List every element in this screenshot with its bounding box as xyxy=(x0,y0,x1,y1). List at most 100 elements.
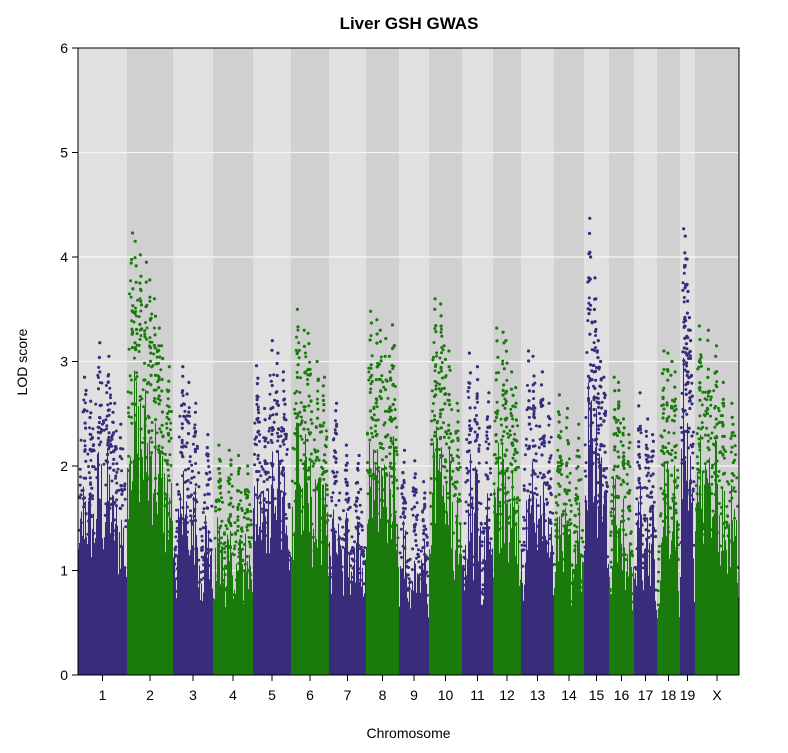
peak-point xyxy=(88,492,92,496)
snp-point xyxy=(466,478,470,482)
peak-point xyxy=(276,427,281,431)
peak-point xyxy=(661,491,665,496)
peak-point xyxy=(651,485,655,489)
peak-point xyxy=(422,524,426,528)
y-tick-label: 0 xyxy=(60,667,68,683)
peak-point xyxy=(565,475,569,479)
snp-point xyxy=(447,436,451,440)
snp-point xyxy=(702,524,706,528)
peak-point xyxy=(254,435,258,439)
snp-point xyxy=(324,504,328,508)
peak-point xyxy=(143,378,147,382)
peak-point xyxy=(263,445,267,449)
peak-point xyxy=(229,522,233,526)
plot-frame xyxy=(77,47,740,676)
snp-point xyxy=(481,604,485,608)
snp-point xyxy=(475,507,479,511)
peak-point xyxy=(504,399,508,403)
snp-point xyxy=(167,405,171,409)
snp-point xyxy=(437,387,441,391)
peak-point xyxy=(166,431,170,436)
snp-point xyxy=(525,509,529,513)
snp-point xyxy=(639,495,643,499)
snp-point xyxy=(654,588,658,592)
peak-point xyxy=(510,414,514,418)
peak-point xyxy=(157,444,161,448)
snp-point xyxy=(295,416,299,420)
snp-point xyxy=(177,435,181,439)
peak-point xyxy=(143,335,147,339)
snp-point xyxy=(278,481,282,485)
snp-point xyxy=(548,537,552,541)
snp-point xyxy=(321,523,325,527)
snp-point xyxy=(137,315,141,319)
snp-point xyxy=(272,420,276,424)
snp-point xyxy=(252,524,256,527)
peak-point xyxy=(662,367,666,372)
peak-point xyxy=(627,491,631,495)
peak-point xyxy=(577,478,581,482)
snp-point xyxy=(266,488,269,492)
peak-point xyxy=(153,373,158,377)
snp-point xyxy=(129,279,133,283)
snp-point xyxy=(97,436,100,440)
snp-point xyxy=(526,383,529,387)
peak-point xyxy=(532,415,536,419)
snp-cloud xyxy=(428,426,463,675)
peak-point xyxy=(697,386,702,390)
snp-point xyxy=(318,501,321,505)
peak-point xyxy=(344,443,348,447)
snp-point xyxy=(711,463,715,467)
snp-point xyxy=(457,544,461,548)
peak-point xyxy=(113,529,117,533)
peak-point xyxy=(391,402,395,407)
peak-point xyxy=(566,488,570,492)
peak-point xyxy=(475,433,480,437)
snp-point xyxy=(115,470,119,474)
peak-point xyxy=(111,410,115,414)
snp-point xyxy=(469,460,473,464)
peak-point xyxy=(588,277,592,281)
peak-point xyxy=(504,349,508,353)
snp-point xyxy=(445,469,449,473)
snp-point xyxy=(150,312,154,316)
snp-point xyxy=(432,355,435,359)
snp-point xyxy=(667,431,671,434)
snp-point xyxy=(311,535,315,539)
snp-point xyxy=(134,377,138,381)
snp-point xyxy=(306,427,310,431)
snp-point xyxy=(192,475,196,479)
snp-point xyxy=(472,563,476,567)
snp-point xyxy=(663,501,667,505)
snp-point xyxy=(535,493,539,497)
snp-point xyxy=(179,521,183,525)
peak-point xyxy=(596,424,601,428)
snp-point xyxy=(522,515,526,519)
snp-point xyxy=(612,433,616,437)
peak-point xyxy=(295,352,299,356)
snp-point xyxy=(483,522,487,525)
snp-point xyxy=(508,515,512,519)
peak-point xyxy=(673,444,677,449)
snp-point xyxy=(362,554,366,558)
peak-point xyxy=(334,409,338,413)
snp-point xyxy=(115,481,119,485)
snp-point xyxy=(217,544,221,548)
peak-point xyxy=(186,467,190,471)
snp-point xyxy=(465,438,469,441)
snp-point xyxy=(323,444,327,447)
peak-point xyxy=(180,403,184,408)
snp-point xyxy=(538,471,542,475)
snp-point xyxy=(370,354,374,358)
snp-point xyxy=(665,401,669,405)
peak-point xyxy=(714,354,718,358)
snp-point xyxy=(703,433,707,437)
snp-point xyxy=(222,582,225,586)
snp-point xyxy=(285,516,288,520)
snp-point xyxy=(450,408,454,412)
snp-cloud xyxy=(252,451,292,675)
snp-point xyxy=(492,482,496,486)
snp-point xyxy=(369,426,373,430)
peak-point xyxy=(713,436,717,440)
peak-point xyxy=(315,487,319,491)
